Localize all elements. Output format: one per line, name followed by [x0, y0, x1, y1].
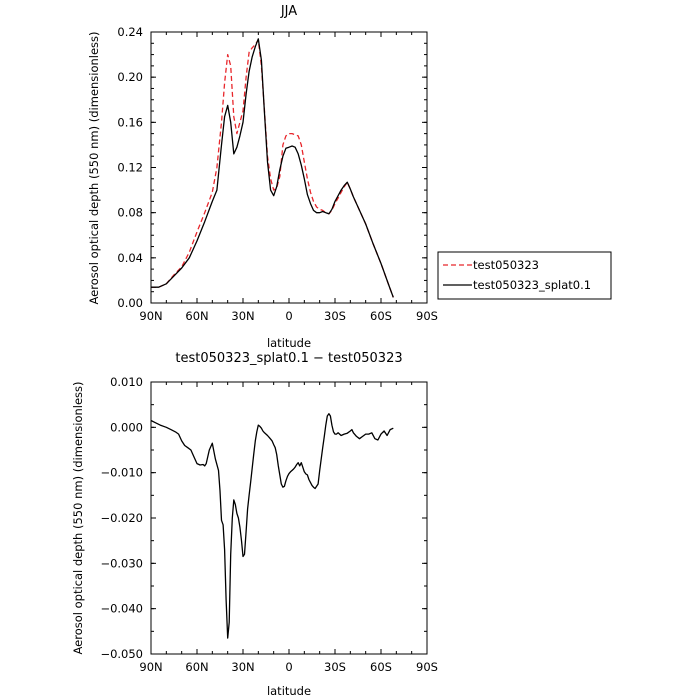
- legend-label-series-2: test050323_splat0.1: [473, 278, 591, 292]
- bottom-x-tick-label: 30N: [231, 660, 254, 674]
- legend: test050323 test050323_splat0.1: [437, 251, 612, 300]
- top-y-tick-label: 0.12: [117, 161, 143, 175]
- bottom-panel: test050323_splat0.1 − test050323 latitud…: [71, 351, 438, 698]
- top-series-line-1: [151, 39, 394, 298]
- bottom-x-tick-label: 60S: [370, 660, 392, 674]
- bottom-x-tick-label: 30S: [324, 660, 346, 674]
- top-x-tick-label: 90N: [139, 309, 162, 323]
- legend-label-series-1: test050323: [473, 258, 539, 272]
- bottom-y-tick-label: −0.050: [100, 647, 143, 661]
- bottom-y-tick-label: −0.030: [100, 556, 143, 570]
- top-x-tick-label: 90S: [416, 309, 438, 323]
- bottom-series-lines: [150, 413, 394, 639]
- bottom-y-tick-label: −0.040: [100, 602, 143, 616]
- top-x-tick-label: 0: [285, 309, 292, 323]
- bottom-x-tick-label: 0: [285, 660, 292, 674]
- top-y-axis-title: Aerosol optical depth (550 nm) (dimensio…: [87, 31, 101, 304]
- top-x-tick-label: 60N: [185, 309, 208, 323]
- bottom-x-tick-label: 90S: [416, 660, 438, 674]
- bottom-y-tick-label: 0.010: [110, 375, 143, 389]
- top-x-axis-title: latitude: [267, 336, 311, 350]
- top-series-lines: [151, 38, 394, 298]
- top-y-tick-label: 0.24: [117, 25, 143, 39]
- bottom-y-tick-label: 0.000: [110, 420, 143, 434]
- top-series-line-2: [151, 38, 394, 298]
- bottom-axis-ticks: 90N 60N 30N 0 30S 60S 90S 0.010 0.000 −0.010 −0.02…: [100, 375, 438, 674]
- bottom-y-tick-label: −0.020: [100, 511, 143, 525]
- bottom-x-axis-title: latitude: [267, 684, 311, 698]
- bottom-x-tick-label: 90N: [139, 660, 162, 674]
- bottom-x-tick-label: 60N: [185, 660, 208, 674]
- bottom-plot-title: test050323_splat0.1 − test050323: [175, 351, 402, 366]
- top-panel: JJA latitude Aerosol optical depth (550 …: [87, 4, 438, 350]
- top-y-tick-label: 0.00: [117, 296, 143, 310]
- top-x-tick-label: 60S: [370, 309, 392, 323]
- top-y-tick-label: 0.08: [117, 206, 143, 220]
- top-x-tick-label: 30N: [231, 309, 254, 323]
- bottom-plot-frame: [150, 381, 428, 655]
- legend-box: [437, 251, 612, 300]
- top-axis-ticks: 90N 60N 30N 0 30S 60S 90S 0.00 0.04 0.08 0.12 0.16 0…: [117, 25, 438, 323]
- bottom-y-tick-label: −0.010: [100, 466, 143, 480]
- bottom-y-axis-title: Aerosol optical depth (550 nm) (dimensio…: [71, 381, 85, 654]
- bottom-series-line-1: [150, 413, 394, 639]
- top-plot-title: JJA: [280, 4, 297, 19]
- top-y-tick-label: 0.04: [117, 251, 143, 265]
- top-y-tick-label: 0.20: [117, 70, 143, 84]
- top-plot-frame: [150, 31, 428, 304]
- top-x-tick-label: 30S: [324, 309, 346, 323]
- top-y-tick-label: 0.16: [117, 115, 143, 129]
